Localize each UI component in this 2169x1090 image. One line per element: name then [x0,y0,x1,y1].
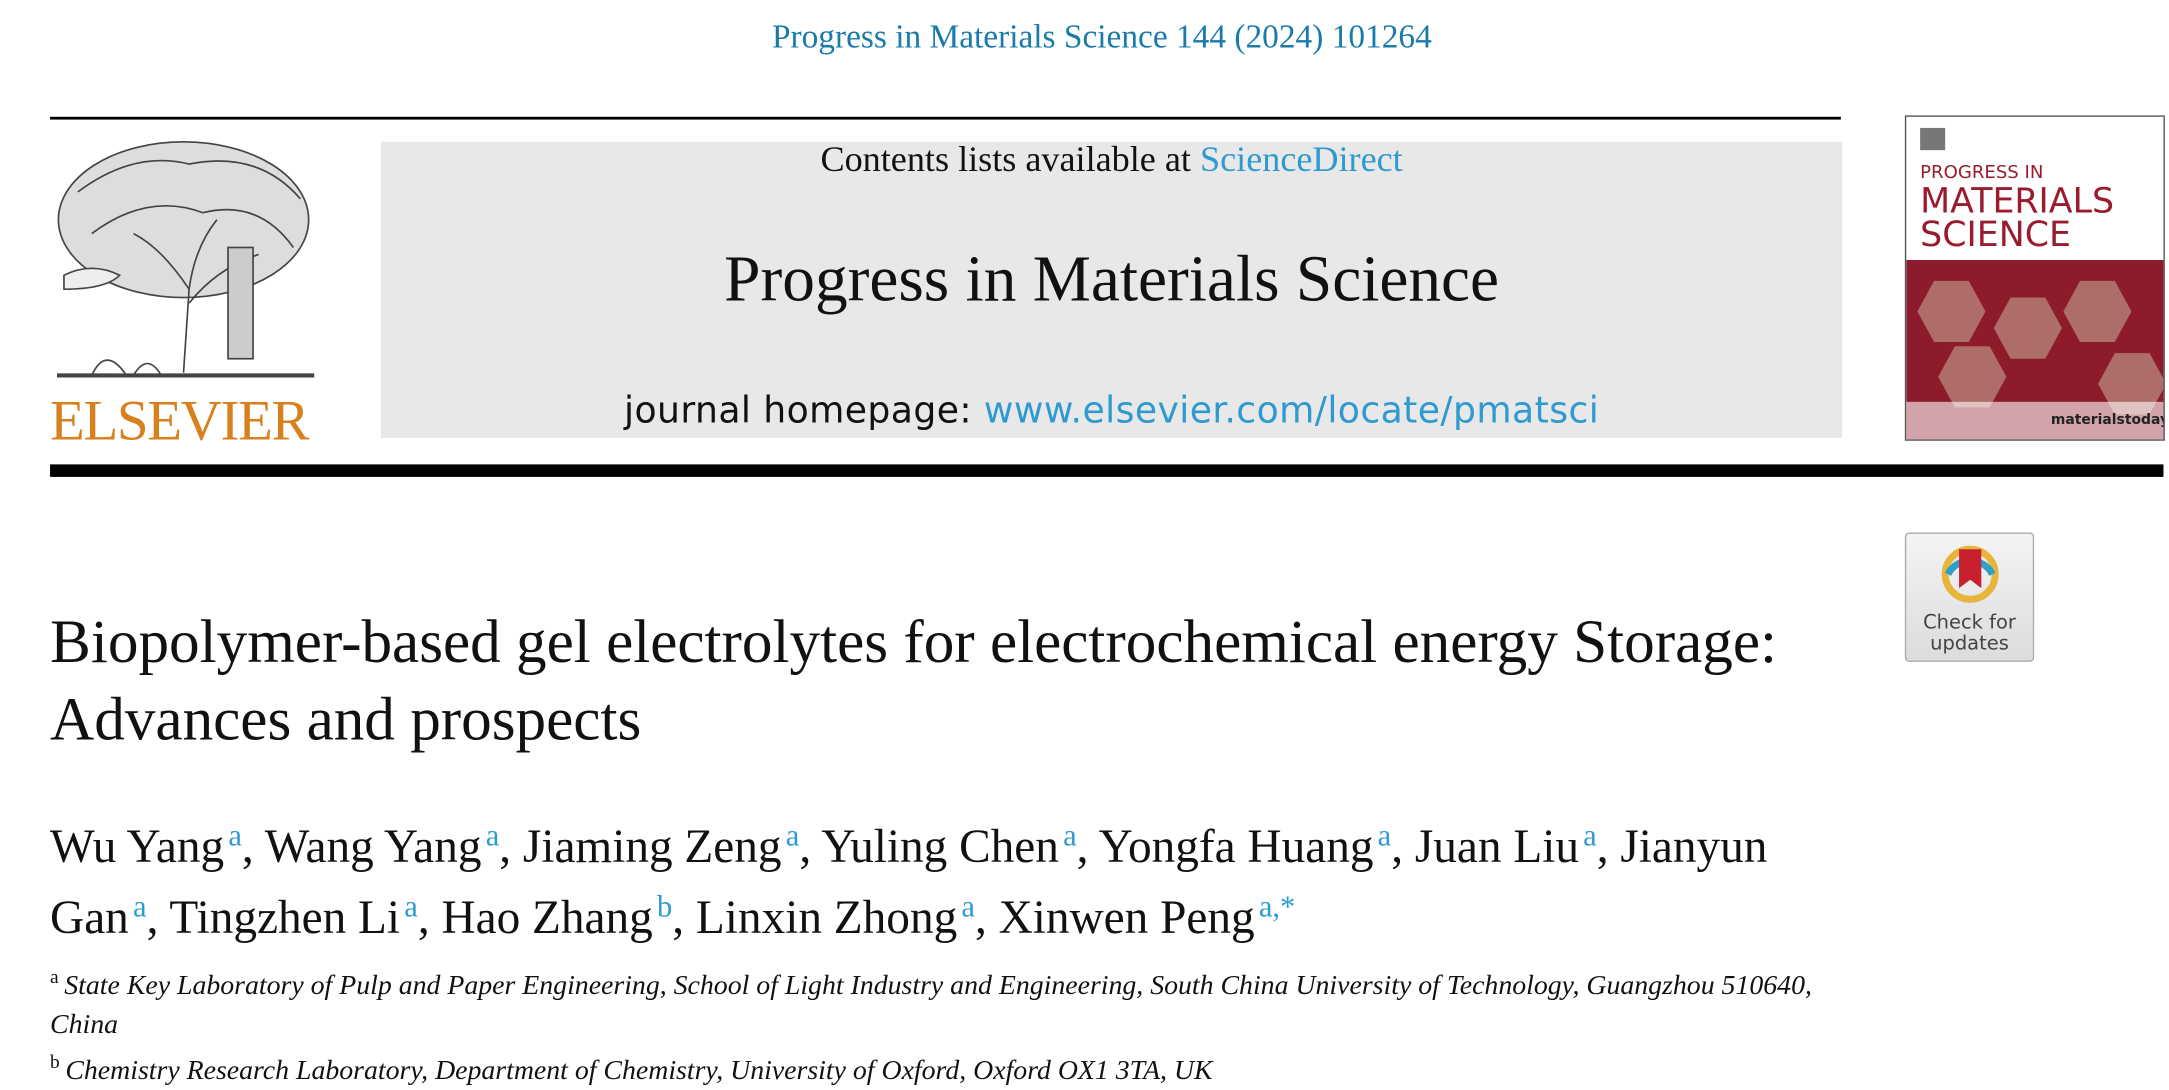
citation[interactable]: Progress in Materials Science 144 (2024)… [771,19,1432,56]
check-updates-text: updates [1930,632,2009,655]
cover-brand: materialstoday [2050,412,2165,429]
cover-line: MATERIALS [1920,180,2115,222]
author-name: Yuling Chen [821,821,1059,874]
article-title: Biopolymer-based gel electrolytes for el… [50,607,1777,754]
journal-banner [380,141,1843,438]
author-name: Yongfa Huang [1098,821,1374,874]
publisher-name: ELSEVIER [50,387,309,452]
check-updates-icon [1941,545,1999,603]
author-name: Jianyun Gan [50,821,1768,945]
author: Wang Yang a [264,818,523,874]
author-name: Wang Yang [264,821,482,874]
author: Hao Zhang b [441,888,695,945]
check-updates-text: Check for [1923,611,2016,635]
author: Tingzhen Li a [169,888,441,945]
author-name: Juan Liu [1414,821,1579,874]
homepage-prefix: journal homepage: [624,390,972,433]
author: Xinwen Peng a,* [998,888,1296,945]
cover-line: PROGRESS IN [1920,162,2044,184]
author-name: Tingzhen Li [169,892,401,945]
contents-prefix: Contents lists available at [820,139,1191,180]
affiliation-text: State Key Laboratory of Pulp and Paper E… [50,970,1812,1041]
author-name: Hao Zhang [441,892,653,945]
author: Yongfa Huang a [1098,818,1415,874]
affiliation-label: b [50,1052,60,1074]
author-affiliation-mark: a [485,817,500,853]
author: Jiaming Zeng a [522,818,821,874]
author-affiliation-mark: a [1063,817,1077,853]
author: Linxin Zhong a [695,888,999,945]
homepage-link[interactable]: www.elsevier.com/locate/pmatsci [983,390,1600,433]
author-affiliation-mark: a [404,888,418,924]
cover-art [1906,127,2164,440]
header-rule [50,116,1841,119]
journal-title: Progress in Materials Science [724,243,1500,316]
author-affiliation-mark: a [785,817,800,853]
elsevier-tree-logo [57,140,315,378]
author-affiliation-mark: a [133,888,147,924]
author-name: Jiaming Zeng [522,821,782,874]
author-name: Xinwen Peng [998,892,1255,945]
author-affiliation-mark: a [1583,817,1597,853]
author-affiliation-mark: a [961,888,975,924]
author-affiliation-mark: a [228,817,242,853]
author-list: Wu YangaWang YangaJiaming ZengaYuling Ch… [50,806,1858,948]
author: Juan Liu a [1414,818,1621,874]
affiliation: b Chemistry Research Laboratory, Departme… [50,1044,1844,1090]
author: Wu Yang a [50,818,265,874]
author-name: Wu Yang [50,821,225,874]
author-affiliation-mark: a [1377,817,1392,853]
sciencedirect-link[interactable]: ScienceDirect [1200,139,1403,180]
affiliation-label: a [50,967,59,989]
author-affiliation-mark: b [656,888,673,924]
affiliation-text: Chemistry Research Laboratory, Departmen… [65,1055,1213,1086]
journal-cover[interactable]: PROGRESS IN MATERIALS SCIENCE materialst… [1904,115,2165,441]
author-name: Linxin Zhong [695,892,958,945]
affiliation-list: a State Key Laboratory of Pulp and Paper … [50,959,1844,1090]
homepage-line: journal homepage: www.elsevier.com/locat… [381,391,1842,433]
author-affiliation-mark: a,* [1258,888,1296,924]
cover-line: SCIENCE [1920,214,2071,255]
author: Yuling Chen a [821,818,1098,874]
contents-line: Contents lists available at ScienceDirec… [381,139,1842,181]
affiliation: a State Key Laboratory of Pulp and Paper … [50,959,1844,1044]
header-bar [50,464,2164,477]
check-updates-badge[interactable]: Check for updates [1904,532,2035,662]
